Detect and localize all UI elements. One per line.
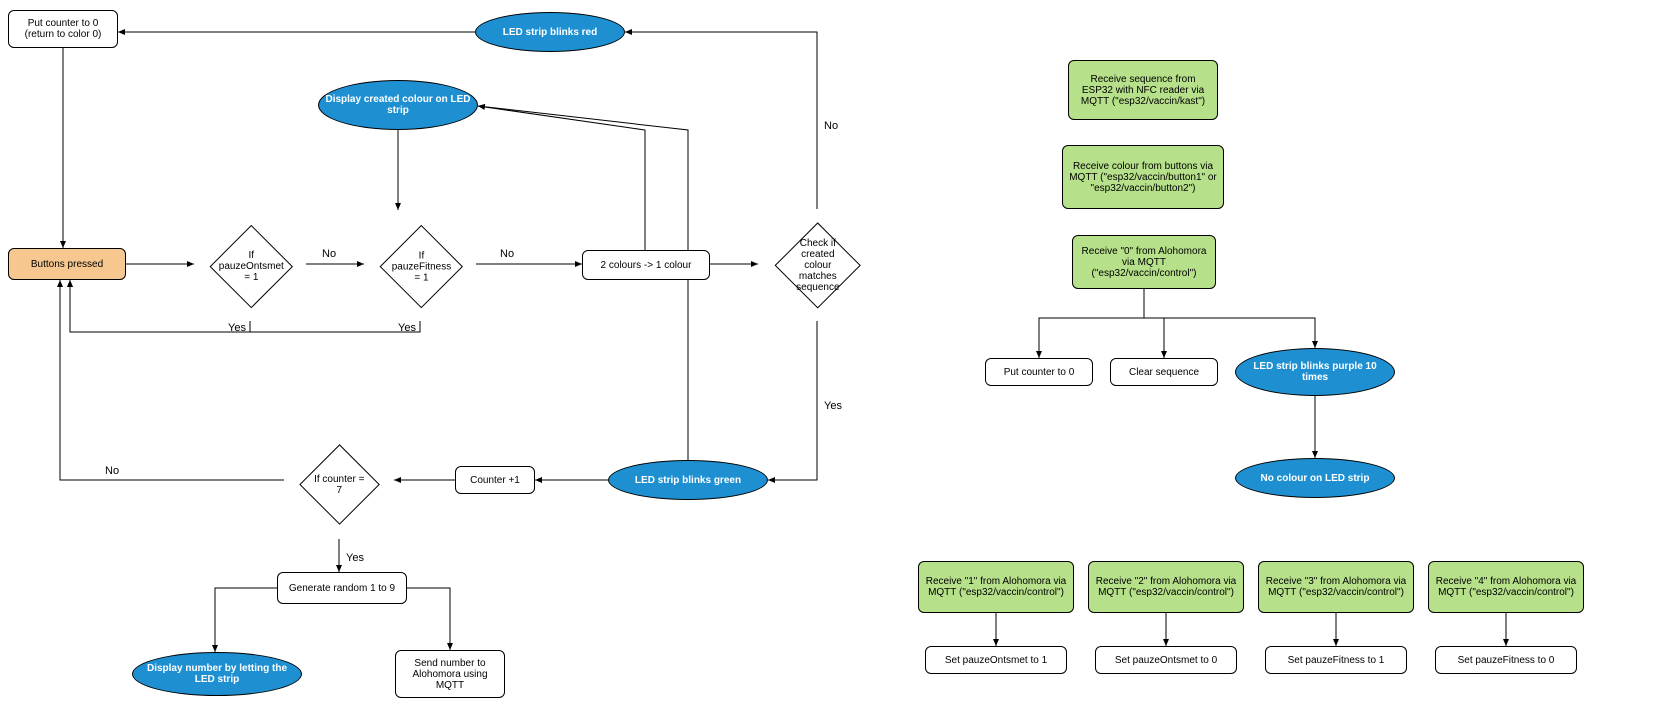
- edge-label-no2: No: [500, 248, 514, 260]
- node-ledRed: LED strip blinks red: [475, 12, 625, 52]
- node-sendNumber: Send number to Alohomora using MQTT: [395, 650, 505, 698]
- node-recv0: Receive "0" from Alohomora via MQTT ("es…: [1072, 235, 1216, 289]
- edge: [215, 588, 277, 652]
- node-recv2: Receive "2" from Alohomora via MQTT ("es…: [1088, 561, 1244, 613]
- node-displayNumber: Display number by letting the LED strip: [132, 652, 302, 696]
- node-ledPurple: LED strip blinks purple 10 times: [1235, 348, 1395, 396]
- edge-label-yes2: Yes: [398, 322, 416, 334]
- node-recv4: Receive "4" from Alohomora via MQTT ("es…: [1428, 561, 1584, 613]
- edge-label-no4: No: [105, 465, 119, 477]
- edge-label-yes3: Yes: [824, 400, 842, 412]
- node-ledGreen: LED strip blinks green: [608, 460, 768, 500]
- node-setOntsmet0: Set pauzeOntsmet to 0: [1095, 646, 1237, 674]
- node-clearSeq: Clear sequence: [1110, 358, 1218, 386]
- node-setFitness1: Set pauzeFitness to 1: [1265, 646, 1407, 674]
- node-putCounter0b: Put counter to 0: [985, 358, 1093, 386]
- node-genRandom: Generate random 1 to 9: [277, 572, 407, 604]
- node-checkMatch: Check if created colour matches sequence: [775, 223, 862, 310]
- edge-label-yes4: Yes: [346, 552, 364, 564]
- edge: [407, 588, 450, 650]
- edge: [478, 106, 688, 460]
- edges-layer: [0, 0, 1671, 727]
- node-putCounter0: Put counter to 0 (return to color 0): [8, 10, 118, 48]
- node-ifCounter7: If counter = 7: [300, 445, 381, 526]
- node-buttonsPressed: Buttons pressed: [8, 248, 126, 280]
- node-recv3: Receive "3" from Alohomora via MQTT ("es…: [1258, 561, 1414, 613]
- node-setFitness0: Set pauzeFitness to 0: [1435, 646, 1577, 674]
- node-recv1: Receive "1" from Alohomora via MQTT ("es…: [918, 561, 1074, 613]
- edge: [1144, 289, 1164, 358]
- node-setOntsmet1: Set pauzeOntsmet to 1: [925, 646, 1067, 674]
- node-counterPlus: Counter +1: [455, 466, 535, 494]
- node-recvColour: Receive colour from buttons via MQTT ("e…: [1062, 145, 1224, 209]
- edge-label-no1: No: [322, 248, 336, 260]
- node-pauzeOntsmet: If pauzeOntsmet = 1: [210, 225, 293, 308]
- edge: [60, 280, 284, 480]
- node-displayColour: Display created colour on LED strip: [318, 80, 478, 130]
- node-pauzeFitness: If pauzeFitness = 1: [380, 225, 463, 308]
- edge: [70, 280, 250, 332]
- edge-label-no3: No: [824, 120, 838, 132]
- edge: [1144, 289, 1315, 348]
- edge: [478, 106, 645, 250]
- edge: [625, 32, 817, 209]
- node-recvSeq: Receive sequence from ESP32 with NFC rea…: [1068, 60, 1218, 120]
- node-twoColours: 2 colours -> 1 colour: [582, 250, 710, 280]
- edge: [1039, 289, 1144, 358]
- edge-label-yes1: Yes: [228, 322, 246, 334]
- edge: [768, 321, 817, 480]
- node-noColour: No colour on LED strip: [1235, 458, 1395, 498]
